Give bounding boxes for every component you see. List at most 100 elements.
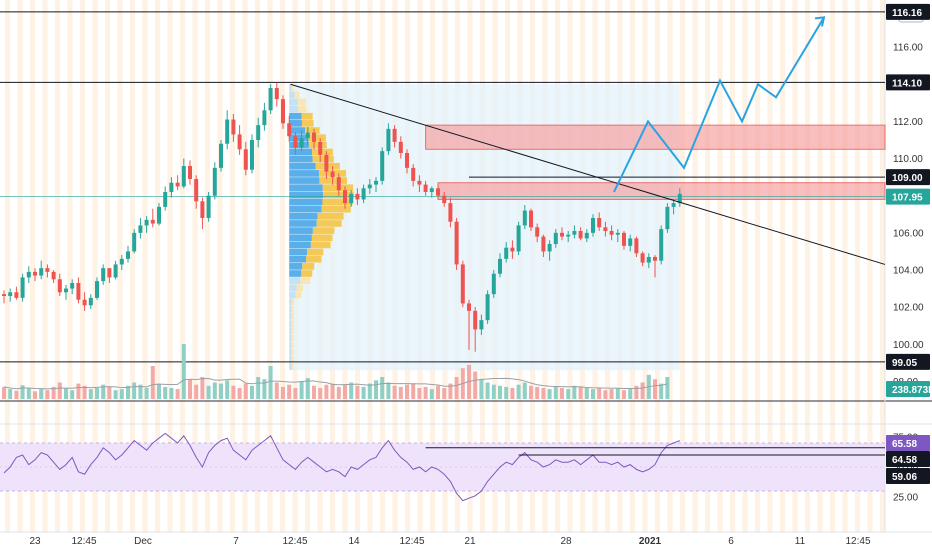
candle-body <box>454 221 459 265</box>
volume-profile-bar <box>308 134 326 141</box>
projection-path <box>613 16 825 193</box>
price-level-tag: 109.00 <box>892 173 923 184</box>
candle-body <box>250 140 254 170</box>
session-band <box>105 0 110 532</box>
candle-body <box>380 151 385 181</box>
volume-bar <box>609 389 614 399</box>
volume-bar <box>256 377 261 399</box>
candle-body <box>14 292 19 298</box>
session-band <box>717 0 723 532</box>
volume-tag-bg <box>886 381 930 397</box>
candle-body <box>392 128 397 142</box>
session-band <box>280 0 285 532</box>
volume-bar <box>113 390 118 399</box>
volume-profile-bar <box>316 220 342 227</box>
candle-body <box>578 231 583 239</box>
candle-body <box>560 232 564 237</box>
candle-body <box>119 258 124 265</box>
volume-bar <box>411 383 416 399</box>
volume-profile-bar <box>289 320 292 327</box>
volume-bar <box>225 380 230 399</box>
volume-bar <box>491 384 496 399</box>
volume-bar <box>653 379 657 399</box>
session-band <box>755 0 760 532</box>
volume-bar <box>57 382 62 399</box>
candle-body <box>287 123 292 137</box>
rsi-level-tag-bg <box>886 435 930 451</box>
volume-profile-bar <box>289 291 296 299</box>
time-tick-label: 14 <box>348 536 360 547</box>
volume-bar <box>591 389 595 399</box>
volume-bar <box>398 386 403 399</box>
volume-bar <box>473 371 478 399</box>
volume-bar <box>2 386 6 399</box>
volume-bar <box>144 388 149 399</box>
volume-profile-bar <box>295 291 302 299</box>
candle-body <box>591 218 595 233</box>
volume-profile-bar <box>289 334 292 342</box>
candle-body <box>355 193 360 200</box>
session-band <box>255 0 260 532</box>
session-band <box>17 0 23 532</box>
volume-bar <box>268 366 273 399</box>
candle-body <box>361 188 366 200</box>
candle-body <box>535 227 540 237</box>
volume-profile-bar <box>321 205 351 213</box>
session-band <box>142 0 148 532</box>
volume-profile-bar <box>289 120 302 127</box>
candle-body <box>194 179 199 202</box>
volume-profile-bar <box>291 327 294 335</box>
volume-profile-bar <box>289 141 309 149</box>
volume-bar <box>498 385 502 399</box>
session-band <box>692 0 698 532</box>
volume-profile-bar <box>289 112 302 120</box>
price-tick-label: 110.00 <box>893 154 923 165</box>
volume-profile-bar <box>307 248 324 256</box>
candle-body <box>126 251 130 259</box>
candle-body <box>460 264 465 304</box>
time-tick-label: 21 <box>464 536 476 547</box>
price-tick-label: 112.00 <box>893 117 923 128</box>
candle-body <box>262 110 267 126</box>
volume-profile-bar <box>294 91 300 99</box>
volume-profile-bar <box>289 205 322 213</box>
volume-profile-bar <box>311 234 333 242</box>
candle-body <box>529 210 533 228</box>
volume-bar <box>95 388 99 399</box>
volume-bar <box>603 390 608 399</box>
volume-profile-bar <box>298 105 307 113</box>
candle-body <box>640 253 645 263</box>
volume-profile-bar <box>289 162 316 170</box>
volume-bar <box>566 389 571 399</box>
volume-bar <box>454 377 459 399</box>
volume-profile-bar <box>312 227 335 234</box>
volume-bar <box>330 383 335 399</box>
session-band <box>867 0 873 532</box>
volume-bar <box>374 380 378 399</box>
volume-bar <box>361 386 366 399</box>
rsi-level-tag-bg <box>886 451 930 467</box>
candle-body <box>181 166 186 187</box>
volume-bar <box>138 384 143 399</box>
volume-bar <box>101 384 106 399</box>
volume-bar <box>237 388 242 399</box>
volume-profile-bar <box>289 148 313 156</box>
candle-body <box>423 184 428 192</box>
volume-profile-bar <box>291 363 294 370</box>
volume-bar <box>386 382 391 399</box>
volume-profile-bar <box>291 305 294 313</box>
price-tick-label: 106.00 <box>893 228 924 239</box>
candle-body <box>144 219 149 226</box>
candle-body <box>653 257 657 261</box>
candle-body <box>485 294 490 321</box>
candle-body <box>665 206 670 230</box>
volume-profile-bar <box>289 284 297 292</box>
volume-profile-bar <box>302 263 315 270</box>
time-tick-label: 7 <box>233 536 239 547</box>
candle-body <box>572 231 577 235</box>
volume-bar <box>448 383 453 399</box>
volume-bar <box>436 385 440 399</box>
session-band <box>855 0 860 532</box>
candle-body <box>95 281 99 298</box>
